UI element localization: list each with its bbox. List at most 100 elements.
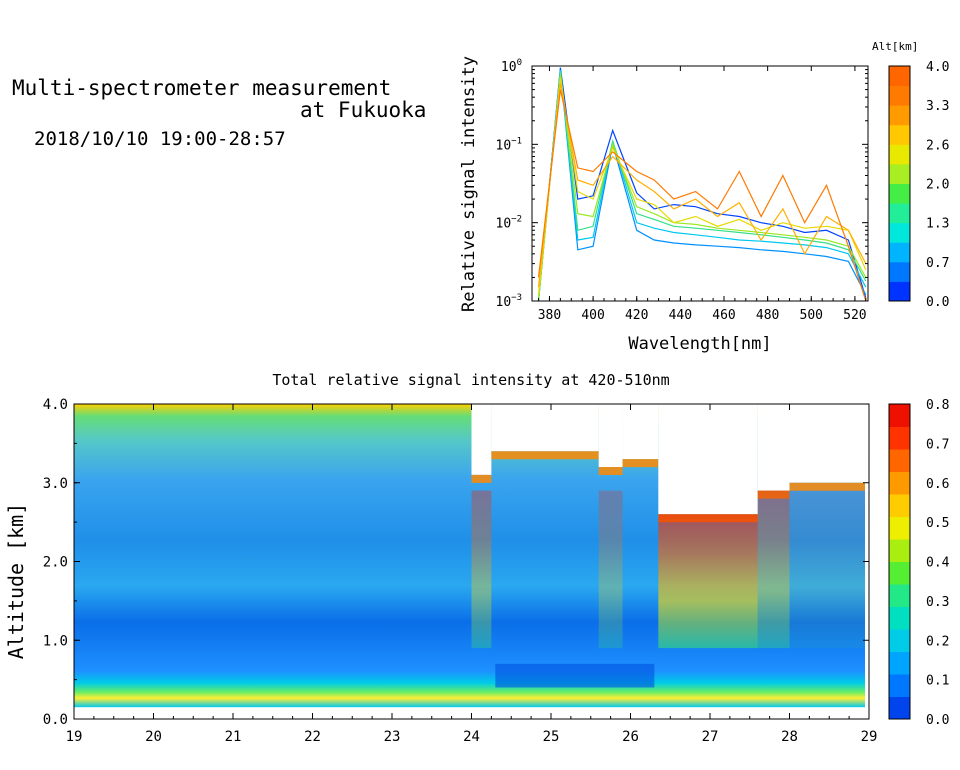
heatmap-colorbar-cell <box>889 651 910 675</box>
spectrum-colorbar-cell <box>889 105 910 126</box>
spectrum-colorbar-tick-label: 0.0 <box>926 295 949 310</box>
heatmap-x-tick-label: 24 <box>463 729 480 745</box>
heatmap-x-ticks: 19 20 21 22 23 24 25 26 27 28 29 <box>66 404 878 745</box>
spectrum-colorbar-tick-label: 2.0 <box>926 178 949 193</box>
heatmap-colorbar <box>888 403 911 720</box>
heatmap-colorbar-cell <box>889 471 910 495</box>
heatmap-cloud-top-band <box>598 467 623 475</box>
heatmap-colorbar-tick-label: 0.2 <box>926 634 949 649</box>
heatmap-colorbar-tick-label: 0.3 <box>926 595 949 610</box>
heatmap-nodata-region <box>622 404 659 460</box>
spectrum-x-tick-label: 380 <box>538 308 561 323</box>
spectrum-colorbar-cell <box>889 261 910 282</box>
heatmap-x-tick-label: 29 <box>861 729 878 745</box>
heatmap-x-tick-label: 27 <box>702 729 719 745</box>
spectrum-series-4 <box>537 73 867 302</box>
heatmap-colorbar-cell <box>889 516 910 540</box>
heatmap-cloud-patch <box>598 490 623 649</box>
heatmap-colorbar-tick-label: 0.0 <box>926 713 949 728</box>
spectrum-colorbar-cell <box>889 242 910 263</box>
spectrum-colorbar-cell <box>889 144 910 165</box>
heatmap-x-tick-label: 23 <box>384 729 401 745</box>
heatmap-cloud-patch <box>658 514 758 649</box>
spectrum-colorbar <box>888 65 911 302</box>
heatmap-colorbar-cell <box>889 696 910 720</box>
spectrum-series-6 <box>537 83 867 288</box>
spectrum-y-axis-label: Relative signal intensity <box>459 56 479 312</box>
heatmap-colorbar-cell <box>889 539 910 562</box>
spectrum-colorbar-cell <box>889 183 910 204</box>
spectrum-colorbar-cell <box>889 163 910 184</box>
heatmap-cloud-patch <box>757 490 790 649</box>
heatmap-x-tick-label: 28 <box>781 729 798 745</box>
heatmap-colorbar-cell <box>889 404 910 427</box>
heatmap-colorbar-tick-label: 0.4 <box>926 556 950 571</box>
heatmap-colorbar-cell <box>889 674 910 697</box>
heatmap-y-tick-label: 4.0 <box>43 397 68 413</box>
heatmap-colorbar-tick-label: 0.7 <box>926 437 949 452</box>
heatmap-cloud-patch <box>789 490 866 649</box>
heatmap-nodata-region <box>471 404 492 475</box>
heatmap-colorbar-cell <box>889 561 910 585</box>
heatmap-low-band <box>495 663 655 688</box>
spectrum-series-5 <box>537 78 867 295</box>
spectrum-colorbar-tick-label: 3.3 <box>926 99 949 114</box>
spectrum-colorbar-cell <box>889 222 910 243</box>
heatmap-colorbar-tick-label: 0.6 <box>926 477 949 492</box>
spectrum-x-tick-label: 420 <box>625 308 648 323</box>
heatmap-x-tick-label: 21 <box>225 729 242 745</box>
heatmap-nodata-region <box>491 404 599 452</box>
heatmap-nodata-region <box>757 404 790 491</box>
spectrum-x-ticks: 380 400 420 440 460 480 500 520 <box>538 66 867 323</box>
spectrum-colorbar-frame <box>888 65 911 302</box>
spectrum-y-tick-label: 10−1 <box>496 136 523 153</box>
spectrum-colorbar-tick-label: 1.3 <box>926 217 949 232</box>
spectrum-y-tick-label: 10−3 <box>496 293 523 310</box>
spectrum-colorbar-cell <box>889 281 910 302</box>
spectrum-plot-frame <box>531 65 869 302</box>
spectrum-x-tick-label: 400 <box>581 308 604 323</box>
heatmap-x-tick-label: 22 <box>304 729 321 745</box>
heatmap-x-tick-label: 25 <box>543 729 560 745</box>
heatmap-colorbar-tick-label: 0.1 <box>926 674 949 689</box>
heatmap-y-axis-label: Altitude [km] <box>4 503 28 660</box>
spectrum-colorbar-cell <box>889 85 910 106</box>
heatmap-y-tick-label: 2.0 <box>43 555 68 571</box>
spectrum-series-1 <box>537 69 867 302</box>
heatmap-colorbar-cell <box>889 606 910 630</box>
heatmap-x-tick-label: 26 <box>622 729 639 745</box>
spectrum-colorbar-label: Alt[km] <box>872 40 918 53</box>
spectrum-x-tick-label: 460 <box>712 308 735 323</box>
heatmap-y-tick-label: 0.0 <box>43 712 68 728</box>
heatmap-y-tick-label: 3.0 <box>43 476 68 492</box>
spectrum-y-ticks: 100 10−1 10−2 10−3 <box>496 58 868 310</box>
heatmap-colorbar-labels: 0.0 0.1 0.2 0.3 0.4 0.5 0.6 0.7 0.8 <box>926 398 950 728</box>
heatmap-cloud-top-band <box>789 482 866 491</box>
spectrum-colorbar-labels: 0.0 0.7 1.3 2.0 2.6 3.3 4.0 <box>926 60 949 310</box>
heatmap-title: Total relative signal intensity at 420-5… <box>272 371 669 389</box>
heatmap-cloud-top-band <box>622 459 659 468</box>
spectrum-colorbar-cell <box>889 66 910 87</box>
spectrum-colorbar-tick-label: 4.0 <box>926 60 949 75</box>
heatmap-y-ticks: 0.0 1.0 2.0 3.0 4.0 <box>43 397 869 728</box>
heatmap-nodata-region <box>789 404 866 483</box>
spectrum-x-tick-label: 520 <box>843 308 866 323</box>
chart-title-line1: Multi-spectrometer measurement <box>12 76 392 100</box>
spectrum-x-tick-label: 480 <box>756 308 779 323</box>
heatmap-colorbar-cell <box>889 449 910 472</box>
heatmap-x-tick-label: 19 <box>66 729 83 745</box>
spectrum-x-tick-label: 500 <box>800 308 823 323</box>
heatmap-cloud-top-band <box>471 474 492 483</box>
spectrum-colorbar-cell <box>889 203 910 224</box>
spectrum-series-7 <box>537 89 867 302</box>
heatmap-colorbar-cell <box>889 426 910 450</box>
spectrum-y-tick-label: 100 <box>501 58 522 75</box>
heatmap-nodata-region <box>598 404 623 467</box>
chart-datetime: 2018/10/10 19:00-28:57 <box>34 128 286 150</box>
spectrum-x-tick-label: 440 <box>669 308 692 323</box>
heatmap-cloud-top-band <box>491 451 599 460</box>
heatmap-colorbar-tick-label: 0.8 <box>926 398 949 413</box>
spectrum-colorbar-tick-label: 0.7 <box>926 256 949 271</box>
chart-title-line2: at Fukuoka <box>300 98 427 122</box>
heatmap-colorbar-cell <box>889 494 910 517</box>
